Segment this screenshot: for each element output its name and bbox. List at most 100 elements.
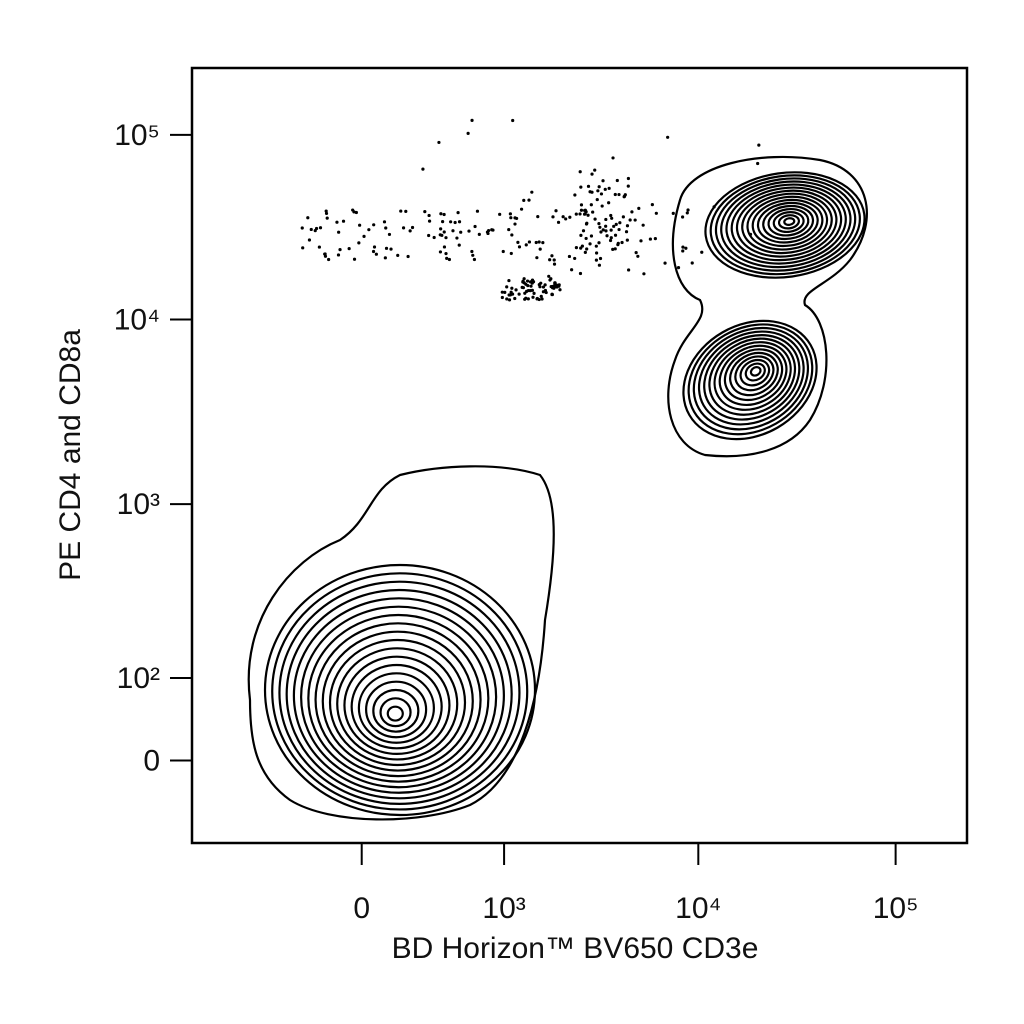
event-dot — [541, 285, 546, 289]
contour — [682, 319, 818, 441]
contour — [314, 622, 482, 778]
event-dot — [594, 251, 599, 255]
event-dot — [568, 215, 572, 219]
event-dot — [748, 232, 753, 236]
event-dot — [579, 246, 583, 250]
event-dot — [351, 208, 355, 212]
contour — [772, 211, 805, 233]
event-dot — [539, 294, 543, 298]
event-dot — [526, 297, 530, 301]
event-dot — [401, 226, 406, 230]
event-dot — [467, 229, 471, 233]
event-dot — [439, 212, 443, 216]
event-dot — [442, 212, 446, 217]
event-dot — [625, 224, 630, 228]
event-dot — [324, 209, 328, 213]
event-dot — [757, 143, 761, 147]
event-dot — [536, 214, 540, 219]
event-dot — [327, 257, 331, 262]
event-dot — [589, 203, 593, 207]
event-dot — [362, 234, 366, 238]
contour — [725, 183, 847, 265]
event-dot — [540, 297, 544, 301]
event-dot — [666, 135, 670, 139]
event-dot — [447, 257, 452, 262]
event-dot — [421, 167, 425, 171]
event-dot — [367, 228, 371, 232]
event-dot — [389, 247, 393, 251]
event-dot — [588, 242, 592, 246]
contour — [729, 351, 779, 397]
event-dot — [617, 192, 621, 197]
event-dot — [601, 179, 605, 183]
event-dot — [427, 213, 431, 218]
event-dot — [341, 219, 346, 223]
event-dot — [503, 290, 507, 294]
event-dot — [519, 207, 524, 211]
event-dot — [609, 213, 613, 218]
event-dot — [301, 246, 305, 250]
event-dot — [535, 256, 539, 260]
event-dot — [372, 245, 377, 249]
event-dot — [622, 195, 626, 199]
event-dot — [314, 226, 319, 231]
event-dot — [523, 291, 527, 295]
event-dot — [522, 198, 526, 203]
event-dot — [590, 172, 594, 176]
event-dot — [444, 236, 448, 240]
event-dot — [684, 246, 688, 250]
contour — [751, 198, 824, 248]
event-dot — [594, 244, 598, 248]
event-dot — [530, 278, 535, 282]
event-dot — [437, 140, 441, 145]
event-dot — [442, 245, 447, 249]
contour — [756, 201, 819, 244]
event-dot — [473, 224, 477, 229]
event-dot — [507, 298, 512, 302]
event-dot — [589, 234, 594, 238]
event-dot — [317, 245, 321, 249]
event-dot — [396, 253, 400, 257]
event-dot — [552, 262, 557, 266]
event-dot — [472, 257, 477, 262]
contour — [697, 330, 805, 426]
event-dot — [604, 229, 608, 233]
event-dot — [613, 192, 617, 197]
event-dot — [509, 251, 513, 256]
event-dot — [427, 219, 432, 223]
contour — [703, 334, 801, 421]
event-dot — [427, 233, 431, 238]
plot-frame — [190, 66, 969, 845]
event-dot — [439, 227, 443, 231]
event-dot — [609, 236, 613, 240]
event-dot — [358, 223, 362, 227]
contour — [735, 189, 838, 258]
event-dot — [573, 193, 577, 197]
event-dot — [564, 217, 568, 221]
contour — [687, 323, 814, 436]
event-dot — [538, 285, 542, 289]
event-dot — [591, 210, 595, 214]
event-dot — [595, 197, 599, 202]
event-dot — [613, 233, 618, 237]
event-dot — [648, 237, 652, 241]
event-dot — [530, 288, 534, 292]
event-dot — [599, 230, 603, 234]
event-dot — [601, 228, 605, 232]
event-dot — [408, 229, 412, 233]
event-dot — [603, 187, 607, 191]
event-dot — [627, 268, 631, 272]
event-dot — [466, 131, 470, 135]
event-dot — [612, 224, 616, 228]
contour — [708, 337, 797, 416]
contour — [386, 705, 404, 722]
contour — [739, 358, 771, 387]
event-dot — [527, 198, 531, 202]
contour — [744, 362, 766, 382]
event-dot — [445, 256, 449, 260]
event-dot — [522, 281, 526, 285]
event-dot — [500, 290, 504, 294]
contour — [343, 655, 451, 755]
contour — [720, 180, 852, 269]
contour — [321, 630, 474, 772]
